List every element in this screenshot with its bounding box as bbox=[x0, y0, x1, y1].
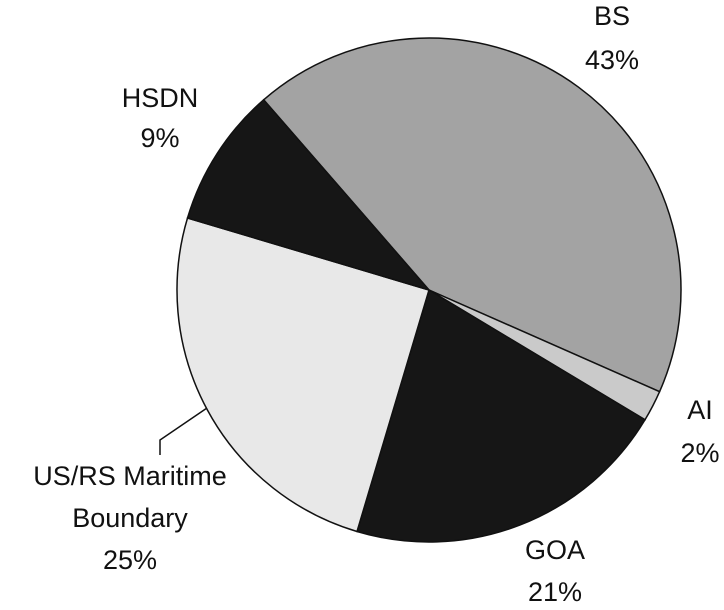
slice-value-label: 9% bbox=[140, 123, 179, 153]
slice-value-label: 21% bbox=[528, 577, 582, 607]
pie-slice bbox=[262, 37, 682, 393]
pie-slice bbox=[176, 217, 430, 533]
pie-slice bbox=[356, 288, 647, 543]
slice-label-line: Boundary bbox=[72, 503, 188, 533]
leader-line bbox=[159, 407, 208, 455]
slice-label: BS bbox=[594, 1, 630, 31]
slice-value-label: 43% bbox=[585, 45, 639, 75]
slice-label: HSDN bbox=[122, 83, 199, 113]
slice-label: AI bbox=[687, 395, 713, 425]
slice-label: GOA bbox=[525, 535, 585, 565]
slice-label-line: US/RS Maritime bbox=[33, 461, 227, 491]
slice-value-label: 2% bbox=[680, 438, 719, 468]
slice-value-label: 25% bbox=[103, 545, 157, 575]
slice-label: US/RS Maritime Boundary bbox=[33, 461, 227, 533]
pie-slice bbox=[186, 98, 432, 292]
